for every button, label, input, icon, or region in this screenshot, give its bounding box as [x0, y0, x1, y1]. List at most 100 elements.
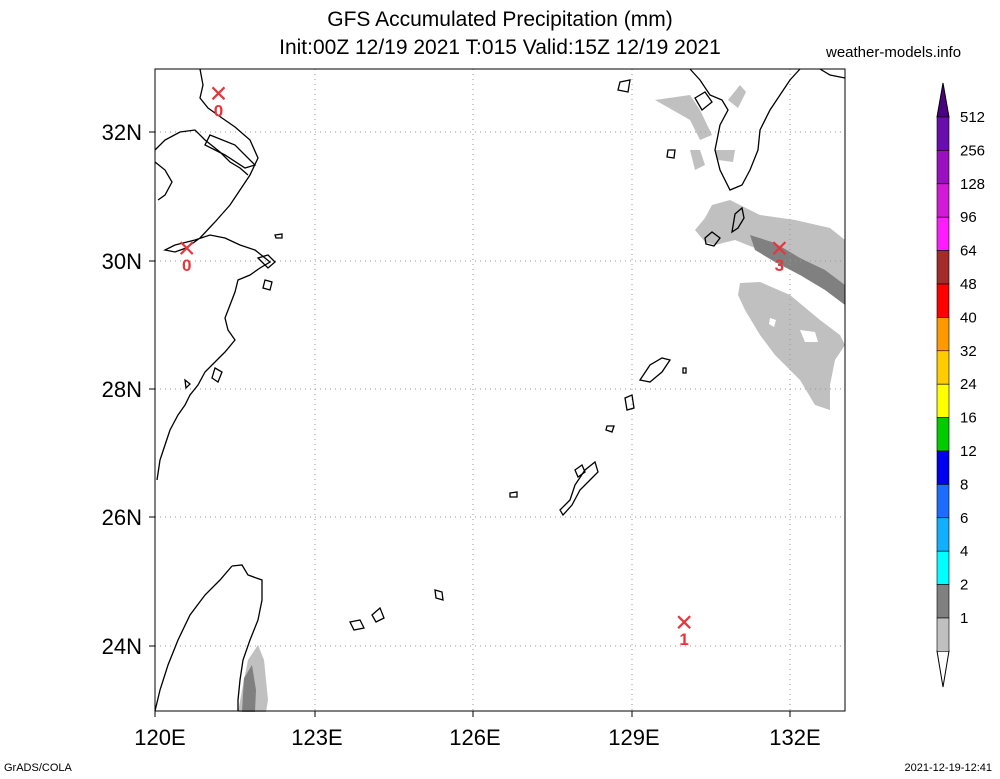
colorbar-segment [936, 183, 950, 218]
precip-area-light [655, 95, 712, 140]
lat-label: 28N [102, 377, 142, 402]
colorbar-label: 12 [960, 443, 977, 460]
coastline-kyushu [694, 91, 713, 111]
colorbar-label: 48 [960, 276, 977, 293]
colorbar-segment [936, 484, 950, 519]
lat-label: 32N [102, 120, 142, 145]
colorbar-segment [936, 216, 950, 251]
colorbar-segment [936, 250, 950, 285]
marker-cross [772, 241, 787, 255]
colorbar-segment [936, 550, 950, 585]
island [666, 149, 676, 159]
island [682, 367, 687, 374]
precip-area-white [769, 318, 776, 327]
coastline-china [156, 68, 272, 481]
colorbar-label: 64 [960, 243, 977, 260]
island [274, 233, 283, 239]
colorbar-segment [936, 517, 950, 552]
lon-label: 129E [608, 725, 659, 750]
colorbar-segment [936, 450, 950, 485]
colorbar-segment [936, 383, 950, 418]
colorbar-label: 24 [960, 376, 977, 393]
station-markers: 0 0 3 1 [179, 86, 787, 649]
lon-label: 120E [134, 725, 185, 750]
colorbar-label: 96 [960, 209, 977, 226]
colorbar-segment [936, 350, 950, 385]
island [434, 589, 444, 601]
station-marker: 0 [179, 241, 194, 275]
colorbar-segment [936, 150, 950, 185]
station-marker: 1 [677, 615, 691, 649]
colorbar-label: 32 [960, 343, 977, 360]
map-grid [155, 69, 845, 711]
island [184, 378, 191, 390]
marker-value: 3 [775, 256, 784, 275]
lon-label: 126E [449, 725, 500, 750]
lat-label: 24N [102, 634, 142, 659]
colorbar-label: 16 [960, 410, 977, 427]
island-okinawa [559, 460, 599, 517]
precip-area-light [690, 150, 705, 170]
island [704, 231, 721, 247]
lat-label: 30N [102, 249, 142, 274]
footer-credit: GrADS/COLA [4, 762, 72, 774]
island [509, 491, 518, 498]
colorbar-segment [936, 283, 950, 318]
island [371, 606, 385, 623]
axis-ticks [149, 131, 791, 717]
colorbar-label: 128 [960, 176, 985, 193]
lat-label: 26N [102, 505, 142, 530]
island [256, 254, 276, 269]
marker-cross [211, 86, 226, 101]
station-marker: 0 [211, 86, 226, 120]
footer-timestamp: 2021-12-19-12:41 [904, 762, 992, 774]
coastline-china [154, 161, 173, 201]
marker-value: 0 [214, 101, 223, 120]
colorbar-label: 1 [960, 610, 968, 627]
colorbar-label: 256 [960, 142, 985, 159]
colorbar-segment [936, 417, 950, 452]
coastline-yangtze [204, 134, 257, 169]
coastline-taiwan [154, 564, 263, 712]
coastlines [154, 68, 846, 712]
lat-labels: 32N 30N 28N 26N 24N [102, 120, 142, 659]
precip-area-white [800, 330, 818, 342]
island [211, 367, 223, 383]
colorbar-segment [936, 617, 950, 652]
precip-area-light [715, 150, 735, 162]
island [731, 206, 745, 234]
colorbar-label: 512 [960, 109, 985, 126]
precip-area-dark [242, 665, 256, 712]
marker-value: 1 [679, 630, 688, 649]
precip-shading [238, 85, 845, 712]
coastline-kyushu [689, 68, 801, 191]
map-frame [154, 68, 846, 712]
colorbar-label: 40 [960, 309, 977, 326]
island [574, 464, 586, 478]
marker-value: 0 [182, 256, 191, 275]
colorbar-segment [936, 584, 950, 619]
colorbar-top-arrow [936, 82, 950, 118]
lon-label: 132E [769, 725, 820, 750]
island [262, 279, 273, 291]
site-credit[interactable]: weather-models.info [826, 44, 962, 61]
lon-label: 123E [291, 725, 342, 750]
colorbar-label: 2 [960, 577, 968, 594]
colorbar-segment [936, 317, 950, 352]
island [349, 619, 365, 631]
colorbar-bottom-arrow [936, 650, 950, 688]
coastline-japan [819, 68, 846, 79]
precip-area-light [738, 282, 845, 410]
island-amami [638, 357, 672, 383]
station-marker: 3 [772, 241, 787, 275]
marker-cross [179, 241, 194, 255]
colorbar-label: 8 [960, 476, 968, 493]
coastline-china [154, 129, 249, 176]
precip-area-light [728, 85, 746, 108]
island [617, 79, 631, 93]
island [624, 394, 635, 411]
colorbar-label: 6 [960, 510, 968, 527]
chart-title: GFS Accumulated Precipitation (mm) [327, 8, 673, 31]
